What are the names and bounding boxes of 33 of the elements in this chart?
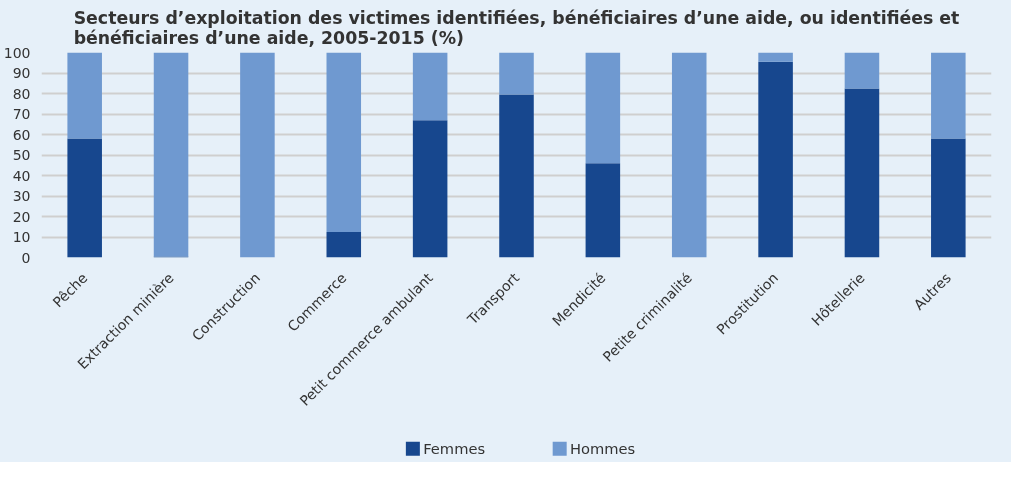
bar [67,138,102,258]
bar [412,120,448,258]
bar [412,52,448,121]
y-tick-label: 0 [21,249,31,266]
chart-title: Secteurs d’exploitation des victimes identifiées, bénéficiaires d’une aide, ou identifiées et bénéficiaires d’une aide, 2005-2015 (%) [73,7,960,48]
y-tick-label: 70 [12,106,31,122]
bar [758,52,793,62]
y-tick-label: 50 [12,147,31,163]
y-tick-label: 90 [12,65,31,81]
bar [585,52,621,164]
bar [326,231,362,258]
y-tick-label: 10 [12,229,31,245]
y-tick-label: 60 [12,126,31,143]
bar [931,52,966,139]
bar [844,52,880,89]
bar [758,61,793,258]
legend-label: Hommes [570,440,636,458]
bar [499,52,534,95]
bar [931,138,966,258]
y-tick-label: 20 [12,208,31,225]
bar [326,52,362,232]
bar [585,163,621,258]
bar [671,52,707,258]
y-tick-label: 30 [12,188,31,204]
bar [153,52,189,257]
bar [67,52,102,139]
bar [844,88,880,258]
bar [240,52,275,258]
y-tick-label: 100 [3,44,31,61]
bar [499,94,534,258]
legend-label: Femmes [423,440,486,458]
y-tick-label: 40 [12,167,31,184]
y-tick-label: 80 [12,85,31,102]
